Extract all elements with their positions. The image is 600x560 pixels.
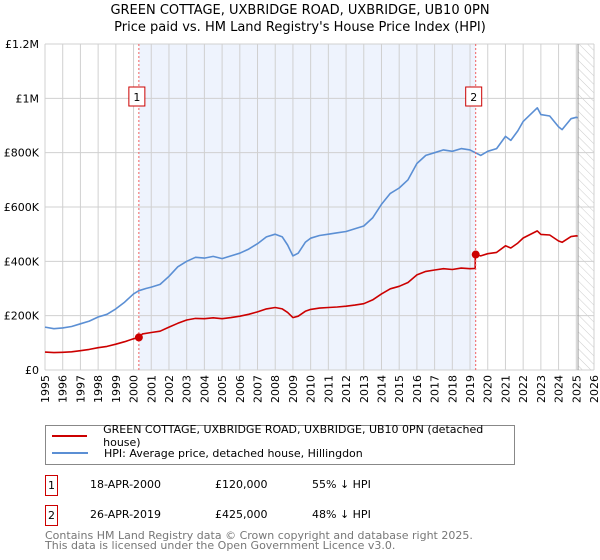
x-tick-label: 2000 <box>128 375 141 403</box>
y-tick-label: £800K <box>4 147 40 160</box>
legend-label: GREEN COTTAGE, UXBRIDGE ROAD, UXBRIDGE, … <box>103 423 484 449</box>
x-tick-label: 2021 <box>499 375 512 403</box>
y-tick-label: £600K <box>4 201 40 214</box>
sale-date: 26-APR-2019 <box>90 508 162 521</box>
y-tick-label: £1.2M <box>5 38 39 51</box>
x-tick-label: 1998 <box>92 375 105 403</box>
x-tick-label: 1995 <box>39 375 52 403</box>
footer-licence: This data is licensed under the Open Gov… <box>45 539 396 552</box>
x-tick-label: 1999 <box>110 375 123 403</box>
sale-hpi-delta: 55% ↓ HPI <box>312 478 371 491</box>
x-tick-label: 1996 <box>57 375 70 403</box>
x-tick-label: 2010 <box>305 375 318 403</box>
x-tick-label: 2014 <box>375 375 388 403</box>
x-tick-label: 2024 <box>553 375 566 403</box>
legend-item-property: GREEN COTTAGE, UXBRIDGE ROAD, UXBRIDGE, … <box>52 423 514 449</box>
legend-swatch-blue <box>52 452 88 454</box>
footer: Contains HM Land Registry data © Crown c… <box>45 529 473 552</box>
x-tick-label: 2008 <box>269 375 282 403</box>
sale-badge: 2 <box>45 505 58 526</box>
sale-hpi-delta: 48% ↓ HPI <box>312 508 371 521</box>
sale-badge-label: 1 <box>133 91 140 104</box>
x-tick-label: 2015 <box>393 375 406 403</box>
x-tick-label: 2020 <box>482 375 495 403</box>
footer-copyright: Contains HM Land Registry data © Crown c… <box>45 529 473 542</box>
x-tick-label: 2006 <box>234 375 247 403</box>
y-tick-label: £400K <box>4 255 40 268</box>
y-tick-label: £0 <box>25 364 39 377</box>
x-tick-label: 2023 <box>535 375 548 403</box>
sale-badge-label: 2 <box>470 91 477 104</box>
x-tick-label: 2011 <box>322 375 335 403</box>
chart-subtitle: Price paid vs. HM Land Registry's House … <box>114 20 486 35</box>
x-tick-label: 2005 <box>216 375 229 403</box>
line-chart: 1 2 1995 1996 1997 1998 1999 2000 2001 2002 2003 20… <box>4 38 600 403</box>
sale-price: £120,000 <box>215 478 268 491</box>
legend-item-hpi: HPI: Average price, detached house, Hill… <box>52 445 363 461</box>
x-tick-label: 2013 <box>358 375 371 403</box>
sale-date: 18-APR-2000 <box>90 478 162 491</box>
legend-label: HPI: Average price, detached house, Hill… <box>104 446 363 460</box>
x-tick-label: 2018 <box>446 375 459 403</box>
chart-legend: GREEN COTTAGE, UXBRIDGE ROAD, UXBRIDGE, … <box>45 423 515 465</box>
sale-point <box>471 250 480 259</box>
x-tick-label: 2001 <box>145 375 158 403</box>
x-tick-label: 1997 <box>74 375 87 403</box>
y-tick-label: £1M <box>16 92 40 105</box>
x-tick-label: 2002 <box>163 375 176 403</box>
x-tick-label: 2009 <box>287 375 300 403</box>
sale-badge: 1 <box>45 475 58 496</box>
sale-point <box>134 333 143 342</box>
sale-row: 1 18-APR-2000 £120,000 55% ↓ HPI <box>45 475 545 496</box>
x-tick-label: 2012 <box>340 375 353 403</box>
sale-row: 2 26-APR-2019 £425,000 48% ↓ HPI <box>45 505 545 526</box>
x-tick-label: 2004 <box>198 375 211 403</box>
sale-badge-box <box>465 86 483 107</box>
chart-title: GREEN COTTAGE, UXBRIDGE ROAD, UXBRIDGE, … <box>110 3 490 18</box>
sale-price: £425,000 <box>215 508 268 521</box>
x-tick-label: 2007 <box>252 375 265 403</box>
x-tick-label: 2025 <box>570 375 583 403</box>
x-tick-label: 2016 <box>411 375 424 403</box>
y-tick-label: £200K <box>4 310 40 323</box>
sale-badge-box <box>128 86 146 107</box>
x-tick-label: 2019 <box>464 375 477 403</box>
x-tick-label: 2026 <box>588 375 600 403</box>
x-tick-label: 2022 <box>517 375 530 403</box>
x-tick-label: 2017 <box>429 375 442 403</box>
hpi-line <box>44 107 579 330</box>
x-tick-label: 2003 <box>181 375 194 403</box>
legend-swatch-red <box>52 435 88 437</box>
